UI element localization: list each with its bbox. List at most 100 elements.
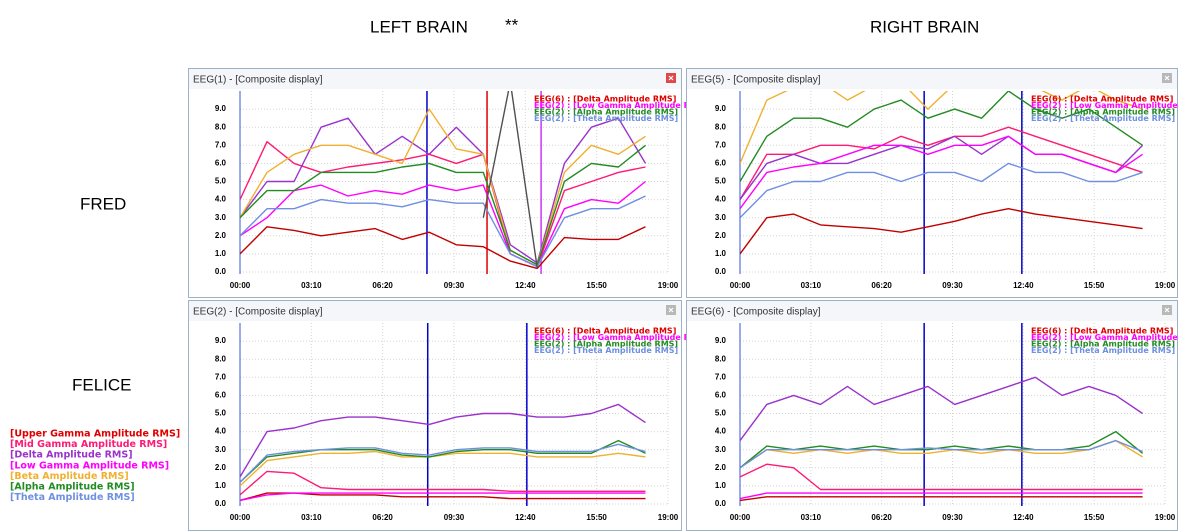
x-tick-label: 12:40 <box>515 281 536 290</box>
series-line <box>240 492 646 502</box>
series-line <box>240 108 646 266</box>
plot-area <box>740 323 1144 506</box>
panel-legend: EEG(2) : [Alpha Amplitude RMS] <box>1031 340 1175 349</box>
x-tick-label: 06:20 <box>871 281 892 290</box>
y-tick-label: 2.0 <box>215 231 227 240</box>
x-tick-label: 15:50 <box>1084 513 1105 522</box>
legend-entry: [Theta Amplitude RMS] <box>10 492 135 503</box>
x-tick-label: 06:20 <box>372 281 393 290</box>
x-tick-label: 15:50 <box>586 513 607 522</box>
panel-title: EEG(1) - [Composite display] <box>193 75 323 86</box>
x-tick-label: 12:40 <box>1013 513 1034 522</box>
title-bar <box>189 69 681 89</box>
x-tick-label: 00:00 <box>230 513 251 522</box>
series-line <box>240 470 646 496</box>
y-tick-label: 3.0 <box>215 213 227 222</box>
y-tick-label: 6.0 <box>715 391 727 400</box>
row-label: FELICE <box>72 375 132 394</box>
y-tick-label: 7.0 <box>215 140 227 149</box>
right-header: RIGHT BRAIN <box>870 17 979 36</box>
y-tick-label: 3.0 <box>715 213 727 222</box>
x-tick-label: 03:10 <box>801 281 822 290</box>
y-tick-label: 9.0 <box>715 104 727 113</box>
x-tick-label: 15:50 <box>586 281 607 290</box>
panel-frame <box>188 68 682 298</box>
y-tick-label: 9.0 <box>715 336 727 345</box>
x-tick-label: 03:10 <box>301 513 322 522</box>
series-line <box>740 126 1143 200</box>
panel-title: EEG(6) - [Composite display] <box>691 307 821 318</box>
panel-title: EEG(2) - [Composite display] <box>193 307 323 318</box>
plot-area <box>240 323 646 506</box>
panel-legend: EEG(2) : [Alpha Amplitude RMS] <box>534 340 678 349</box>
x-tick-label: 09:30 <box>444 513 465 522</box>
panel-legend: EEG(6) : [Delta Amplitude RMS] <box>1031 95 1173 104</box>
y-tick-label: 5.0 <box>215 409 227 418</box>
x-tick-label: 00:00 <box>730 513 751 522</box>
y-tick-label: 4.0 <box>215 427 227 436</box>
title-bar <box>189 301 681 321</box>
panel-legend: EEG(2) : [Theta Amplitude RMS] <box>1031 114 1175 123</box>
panel-legend: EEG(2) : [Theta Amplitude RMS] <box>534 114 678 123</box>
y-tick-label: 1.0 <box>215 249 227 258</box>
x-tick-label: 06:20 <box>871 513 892 522</box>
close-icon <box>1164 75 1170 81</box>
legend-entry: [Mid Gamma Amplitude RMS] <box>10 439 167 450</box>
panel-legend: EEG(2) : [Theta Amplitude RMS] <box>1031 346 1175 355</box>
y-tick-label: 6.0 <box>215 159 227 168</box>
panel-legend: EEG(6) : [Delta Amplitude RMS] <box>534 95 676 104</box>
close-icon <box>1164 307 1170 313</box>
x-tick-label: 19:00 <box>1155 281 1176 290</box>
series-line <box>740 376 1143 442</box>
y-tick-label: 2.0 <box>215 463 227 472</box>
panel-legend: EEG(2) : [Low Gamma Amplitude RMS] <box>1031 101 1178 110</box>
panel: EEG(5) - [Composite display] 0.0 1.0 2.0 3.0… <box>686 68 1178 298</box>
legend-entry: [Alpha Amplitude RMS] <box>10 482 135 493</box>
panel: EEG(6) - [Composite display] 0.0 1.0 2.0 3.0… <box>686 300 1178 531</box>
legend-entry: [Low Gamma Amplitude RMS] <box>10 460 169 471</box>
y-tick-label: 4.0 <box>715 427 727 436</box>
series-line <box>240 450 646 487</box>
y-tick-label: 0.0 <box>215 267 227 276</box>
series-line <box>740 492 1143 500</box>
y-tick-label: 0.0 <box>215 499 227 508</box>
series-line <box>240 117 647 264</box>
series-line <box>240 141 646 268</box>
x-tick-label: 03:10 <box>301 281 322 290</box>
y-tick-label: 1.0 <box>715 481 727 490</box>
header-mark: ** <box>505 15 519 34</box>
series-line <box>240 492 646 502</box>
series-line <box>740 496 1143 502</box>
panel-legend: EEG(2) : [Alpha Amplitude RMS] <box>534 108 678 117</box>
panel: EEG(2) - [Composite display] 0.0 1.0 2.0 3.0… <box>188 300 707 531</box>
series-line <box>740 162 1143 219</box>
panel-legend: EEG(2) : [Alpha Amplitude RMS] <box>1031 108 1175 117</box>
y-tick-label: 4.0 <box>215 195 227 204</box>
panel-legend: EEG(2) : [Theta Amplitude RMS] <box>534 346 678 355</box>
series-line <box>740 463 1143 491</box>
x-tick-label: 09:30 <box>942 281 963 290</box>
x-tick-label: 06:20 <box>372 513 393 522</box>
row-label: FRED <box>80 194 126 213</box>
panel-frame <box>686 68 1178 298</box>
x-tick-label: 03:10 <box>801 513 822 522</box>
series-line <box>740 430 1144 469</box>
series-line <box>240 195 646 268</box>
x-tick-label: 19:00 <box>1155 513 1176 522</box>
series-line <box>740 91 1143 164</box>
y-tick-label: 3.0 <box>215 445 227 454</box>
series-line <box>240 403 646 478</box>
x-tick-label: 09:30 <box>444 281 465 290</box>
y-tick-label: 7.0 <box>715 140 727 149</box>
left-header: LEFT BRAIN <box>370 17 468 36</box>
series-line <box>740 208 1143 255</box>
y-tick-label: 7.0 <box>715 372 727 381</box>
legend-entry: [Upper Gamma Amplitude RMS] <box>10 429 180 440</box>
series-line <box>240 443 646 483</box>
y-tick-label: 7.0 <box>215 372 227 381</box>
close-icon <box>668 307 674 313</box>
x-tick-label: 00:00 <box>230 281 251 290</box>
x-tick-label: 19:00 <box>658 281 679 290</box>
y-tick-label: 2.0 <box>715 463 727 472</box>
